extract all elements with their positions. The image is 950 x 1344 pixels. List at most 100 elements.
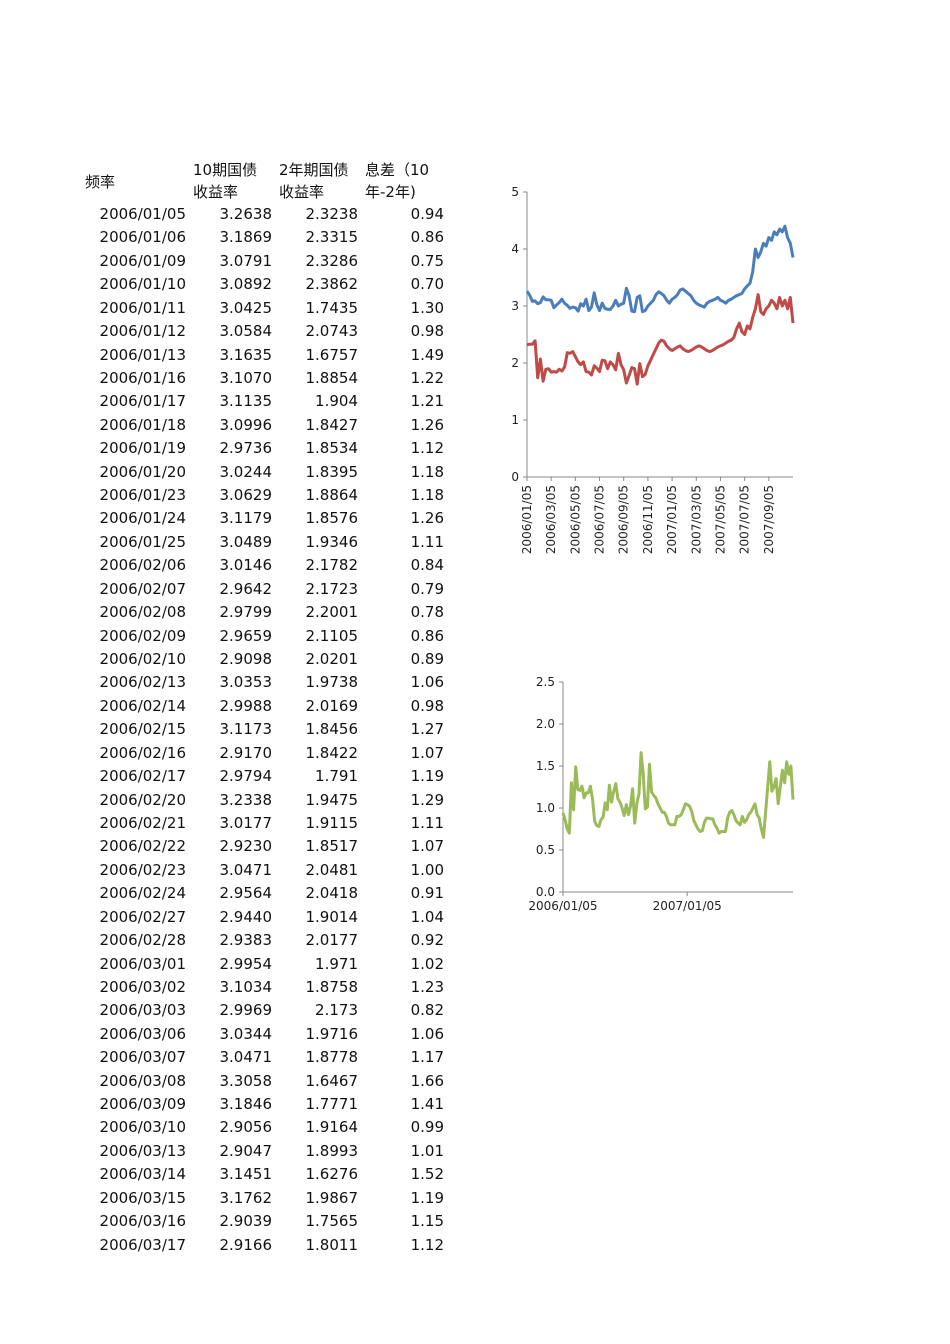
yield-2y-cell: 1.6467 [305,1071,359,1090]
date-cell: 2006/03/17 [99,1235,186,1254]
yield-10y-cell: 3.0146 [219,556,273,575]
yield-10y-cell: 2.9440 [219,907,273,926]
table-row: 2006/03/07 3.0471 1.8778 1.17 [90,1046,444,1069]
yield-10y-cell: 2.9659 [219,626,273,645]
yield-2y-cell: 1.9346 [305,532,359,551]
table-row: 2006/02/17 2.9794 1.791 1.19 [90,765,444,788]
spread-cell: 0.79 [410,579,444,598]
date-cell: 2006/01/19 [99,439,186,458]
yield-2y-cell: 1.7435 [305,298,359,317]
date-cell: 2006/02/16 [99,743,186,762]
table-row: 2006/01/09 3.0791 2.3286 0.75 [90,250,444,273]
table-row: 2006/02/10 2.9098 2.0201 0.89 [90,648,444,671]
spread-cell: 1.11 [410,813,444,832]
x-tick-label: 2007/01/05 [653,899,722,913]
yield-10y-cell: 2.9383 [219,931,273,950]
header-10y-line2: 收益率 [193,183,239,201]
x-tick-label: 2007/01/05 [665,485,679,554]
spread-cell: 0.99 [410,1118,444,1137]
table-row: 2006/03/17 2.9166 1.8011 1.12 [90,1234,444,1257]
yield-10y-cell: 3.2638 [219,205,273,223]
yield-2y-cell: 2.3238 [305,205,359,223]
x-tick-label: 2006/09/05 [617,485,631,554]
date-cell: 2006/01/09 [99,251,186,270]
date-cell: 2006/03/01 [99,954,186,973]
yield-2y-cell: 1.9867 [305,1188,359,1207]
date-cell: 2006/03/03 [99,1001,186,1020]
spread-cell: 1.27 [410,720,444,739]
yield-10y-cell: 3.0584 [219,322,273,341]
yield-2y-cell: 1.8854 [305,368,359,387]
yield-2y-cell: 2.0169 [305,696,359,715]
header-2y-yield: 2年期国债 收益率 [279,159,349,203]
date-cell: 2006/02/08 [99,603,186,622]
date-cell: 2006/01/20 [99,462,186,481]
spread-cell: 0.70 [410,275,444,294]
yield-10y-cell: 3.3058 [219,1071,273,1090]
spread-cell: 1.02 [410,954,444,973]
date-cell: 2006/03/10 [99,1118,186,1137]
date-cell: 2006/03/09 [99,1095,186,1114]
table-row: 2006/02/27 2.9440 1.9014 1.04 [90,906,444,929]
table-row: 2006/03/06 3.0344 1.9716 1.06 [90,1023,444,1046]
table-row: 2006/01/25 3.0489 1.9346 1.11 [90,531,444,554]
table-row: 2006/01/16 3.1070 1.8854 1.22 [90,367,444,390]
x-tick-label: 2006/11/05 [641,485,655,554]
spread-cell: 1.18 [410,486,444,505]
table-row: 2006/02/28 2.9383 2.0177 0.92 [90,929,444,952]
yield-10y-cell: 2.9230 [219,837,273,856]
date-cell: 2006/01/17 [99,392,186,411]
table-row: 2006/03/02 3.1034 1.8758 1.23 [90,976,444,999]
spread-cell: 1.21 [410,392,444,411]
table-row: 2006/03/09 3.1846 1.7771 1.41 [90,1093,444,1116]
date-cell: 2006/03/07 [99,1048,186,1067]
header-2y-line1: 2年期国债 [279,161,349,179]
yield-10y-cell: 2.9988 [219,696,273,715]
date-cell: 2006/01/12 [99,322,186,341]
yield-2y-cell: 2.3286 [305,251,359,270]
yield-2y-cell: 1.8517 [305,837,359,856]
spread-cell: 1.07 [410,743,444,762]
header-spread-line2: 年-2年) [365,183,416,201]
date-cell: 2006/02/28 [99,931,186,950]
yield-2y-cell: 1.8427 [305,415,359,434]
table-row: 2006/01/23 3.0629 1.8864 1.18 [90,484,444,507]
yield-10y-cell: 3.1179 [219,509,273,528]
y-tick-label: 1.0 [536,801,555,815]
date-cell: 2006/02/09 [99,626,186,645]
yield-2y-cell: 2.173 [315,1001,358,1020]
spread-cell: 1.12 [410,1235,444,1254]
table-row: 2006/01/18 3.0996 1.8427 1.26 [90,414,444,437]
table-row: 2006/01/24 3.1179 1.8576 1.26 [90,507,444,530]
y-tick-label: 4 [511,242,519,256]
table-row: 2006/02/23 3.0471 2.0481 1.00 [90,859,444,882]
table-row: 2006/01/20 3.0244 1.8395 1.18 [90,461,444,484]
date-cell: 2006/02/24 [99,884,186,903]
date-cell: 2006/01/10 [99,275,186,294]
spread-cell: 1.22 [410,368,444,387]
table-row: 2006/01/06 3.1869 2.3315 0.86 [90,226,444,249]
spread-cell: 1.04 [410,907,444,926]
spread-cell: 1.06 [410,1024,444,1043]
yield-2y-cell: 1.8011 [305,1235,359,1254]
yield-10y-cell: 2.9794 [219,767,273,786]
date-cell: 2006/01/13 [99,345,186,364]
spread-cell: 1.26 [410,415,444,434]
table-row: 2006/02/15 3.1173 1.8456 1.27 [90,718,444,741]
table-row: 2006/01/13 3.1635 1.6757 1.49 [90,344,444,367]
yield-2y-cell: 1.9164 [305,1118,359,1137]
x-tick-label: 2006/03/05 [544,485,558,554]
date-cell: 2006/01/05 [99,205,186,223]
x-tick-label: 2006/01/05 [528,899,597,913]
yield-2y-cell: 1.8456 [305,720,359,739]
spread-cell: 1.52 [410,1165,444,1184]
y-tick-label: 0.0 [536,885,555,899]
date-cell: 2006/02/22 [99,837,186,856]
yield-10y-cell: 3.1135 [219,392,273,411]
yield-2y-cell: 1.8993 [305,1141,359,1160]
date-cell: 2006/03/16 [99,1212,186,1231]
yield-10y-cell: 3.0177 [219,813,273,832]
table-row: 2006/02/09 2.9659 2.1105 0.86 [90,625,444,648]
table-row: 2006/03/16 2.9039 1.7565 1.15 [90,1210,444,1233]
spread-cell: 0.89 [410,650,444,669]
